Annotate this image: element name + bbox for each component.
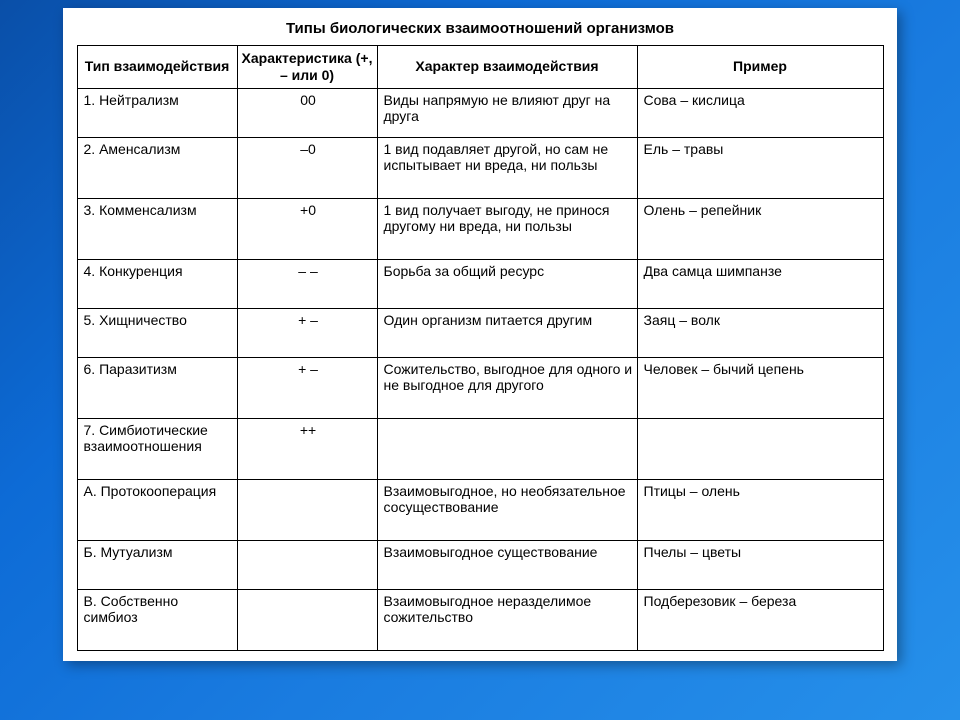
table-row: А. Протокооперация Взаимовыгодное, но не… [77, 479, 883, 540]
cell-example: Птицы – олень [637, 479, 883, 540]
cell-type: В. Собственно симбиоз [77, 589, 237, 650]
relationships-table: Тип взаимодействия Характеристика (+, – … [77, 45, 884, 651]
col-header-type: Тип взаимодействия [77, 46, 237, 89]
cell-desc: Взаимовыгодное, но необязательное сосуще… [377, 479, 637, 540]
cell-char: –0 [237, 137, 377, 198]
cell-example: Ель – травы [637, 137, 883, 198]
table-row: 3. Комменсализм +0 1 вид получает выгоду… [77, 198, 883, 259]
cell-char [237, 589, 377, 650]
cell-type: 1. Нейтрализм [77, 88, 237, 137]
table-row: 4. Конкуренция – – Борьба за общий ресур… [77, 259, 883, 308]
cell-desc: 1 вид получает выгоду, не принося другом… [377, 198, 637, 259]
table-row: Б. Мутуализм Взаимовыгодное существовани… [77, 540, 883, 589]
table-row: 2. Аменсализм –0 1 вид подавляет другой,… [77, 137, 883, 198]
cell-example: Олень – репейник [637, 198, 883, 259]
cell-example [637, 418, 883, 479]
cell-desc [377, 418, 637, 479]
cell-char [237, 479, 377, 540]
table-row: 1. Нейтрализм 00 Виды напрямую не влияют… [77, 88, 883, 137]
cell-char: + – [237, 357, 377, 418]
cell-desc: Виды напрямую не влияют друг на друга [377, 88, 637, 137]
table-row: В. Собственно симбиоз Взаимовыгодное нер… [77, 589, 883, 650]
page-title: Типы биологических взаимоотношений орган… [63, 20, 897, 37]
cell-example: Сова – кислица [637, 88, 883, 137]
cell-type: Б. Мутуализм [77, 540, 237, 589]
table-row: 6. Паразитизм + – Сожительство, выгодное… [77, 357, 883, 418]
cell-char: +0 [237, 198, 377, 259]
col-header-characteristic: Характеристика (+, – или 0) [237, 46, 377, 89]
cell-type: 3. Комменсализм [77, 198, 237, 259]
col-header-example: Пример [637, 46, 883, 89]
cell-desc: Сожительство, выгодное для одного и не в… [377, 357, 637, 418]
cell-desc: Взаимовыгодное неразделимое сожительство [377, 589, 637, 650]
table-row: 7. Симбиотические взаимоотношения ++ [77, 418, 883, 479]
cell-type: 4. Конкуренция [77, 259, 237, 308]
cell-example: Человек – бычий цепень [637, 357, 883, 418]
cell-char: 00 [237, 88, 377, 137]
cell-char: ++ [237, 418, 377, 479]
cell-example: Пчелы – цветы [637, 540, 883, 589]
cell-type: 7. Симбиотические взаимоотношения [77, 418, 237, 479]
cell-desc: Борьба за общий ресурс [377, 259, 637, 308]
cell-example: Заяц – волк [637, 308, 883, 357]
cell-type: А. Протокооперация [77, 479, 237, 540]
cell-example: Два самца шимпанзе [637, 259, 883, 308]
cell-type: 6. Паразитизм [77, 357, 237, 418]
table-header-row: Тип взаимодействия Характеристика (+, – … [77, 46, 883, 89]
cell-example: Подберезовик – береза [637, 589, 883, 650]
cell-desc: 1 вид подавляет другой, но сам не испыты… [377, 137, 637, 198]
cell-desc: Взаимовыгодное существование [377, 540, 637, 589]
table-row: 5. Хищничество + – Один организм питаетс… [77, 308, 883, 357]
cell-char [237, 540, 377, 589]
cell-desc: Один организм питается другим [377, 308, 637, 357]
col-header-nature: Характер взаимодействия [377, 46, 637, 89]
cell-type: 5. Хищничество [77, 308, 237, 357]
document-sheet: Типы биологических взаимоотношений орган… [63, 8, 897, 661]
cell-char: + – [237, 308, 377, 357]
cell-char: – – [237, 259, 377, 308]
cell-type: 2. Аменсализм [77, 137, 237, 198]
